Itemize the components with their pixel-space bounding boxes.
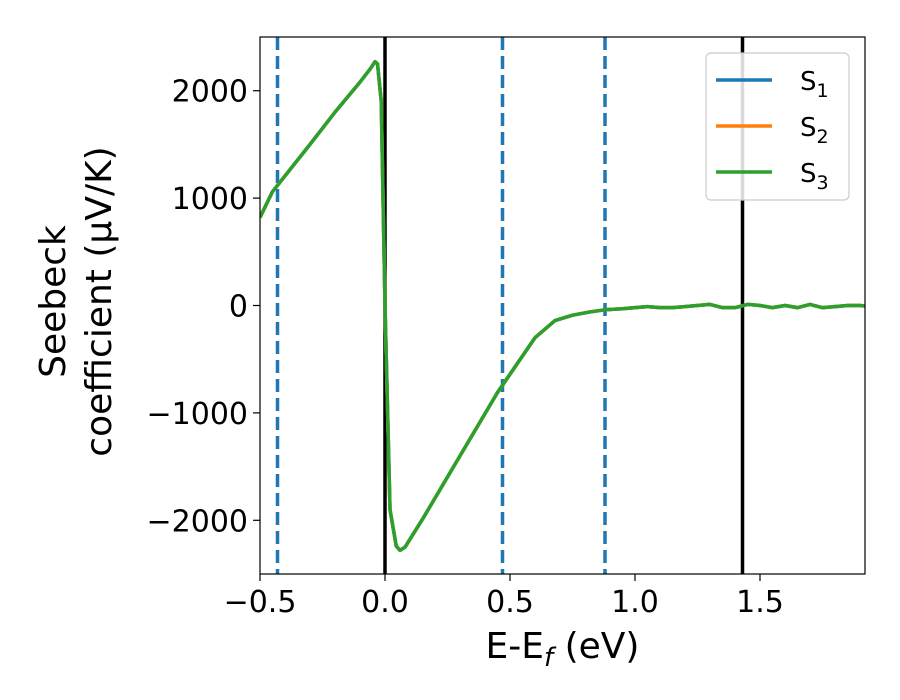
reference-lines (275, 37, 745, 574)
y-axis-ticks: −2000 −1000 0 1000 2000 (147, 75, 260, 539)
y-tick-label: −1000 (147, 397, 248, 432)
series-line-S3 (260, 59, 865, 553)
y-axis-label-line1: Seebeck (33, 225, 74, 378)
y-axis-label: Seebeck coefficient (μV/K) (33, 146, 120, 456)
x-tick-label: 1.0 (611, 585, 659, 620)
x-tick-label: 0.0 (361, 585, 409, 620)
y-tick-label: 1000 (172, 182, 248, 217)
legend-label-S3: S3 (800, 159, 829, 194)
legend-label-S1: S1 (800, 67, 829, 102)
x-axis-label: E-Ef (eV) (486, 626, 640, 673)
x-axis-ticks: −0.5 0.0 0.5 1.0 1.5 (224, 574, 784, 620)
y-axis-label-line2: coefficient (μV/K) (79, 146, 120, 456)
y-tick-label: −2000 (147, 504, 248, 539)
legend: S1 S2 S3 (705, 52, 850, 201)
data-series (260, 59, 865, 553)
y-tick-label: 0 (229, 290, 248, 325)
x-tick-label: −0.5 (224, 585, 297, 620)
x-tick-label: 1.5 (736, 585, 784, 620)
x-tick-label: 0.5 (486, 585, 534, 620)
y-tick-label: 2000 (172, 75, 248, 110)
legend-label-S2: S2 (800, 113, 829, 148)
legend-box (705, 52, 850, 201)
